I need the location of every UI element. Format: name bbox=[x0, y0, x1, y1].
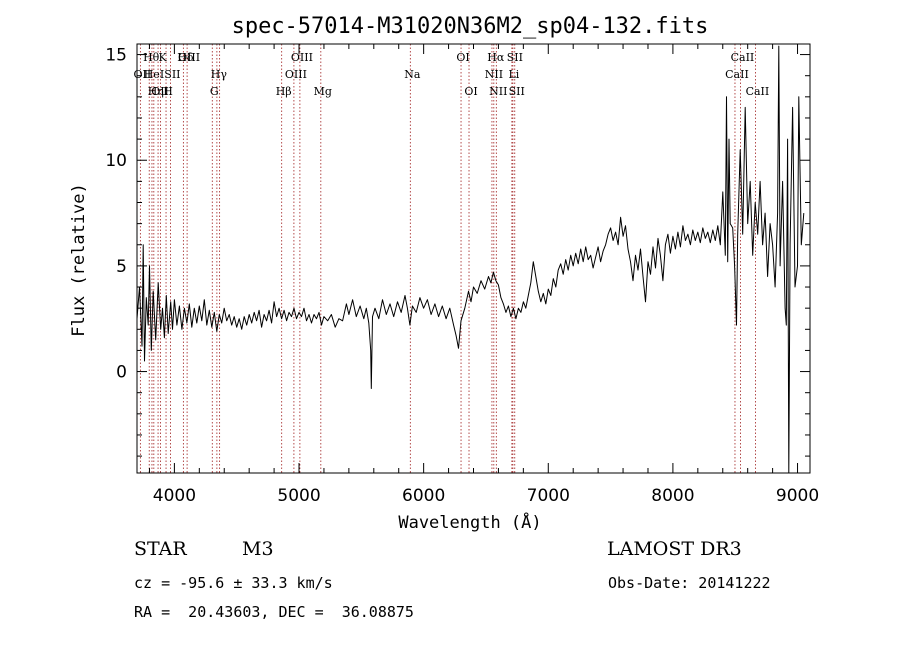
spectral-line-label: CaII bbox=[731, 51, 755, 64]
spectrum-line bbox=[136, 45, 805, 474]
x-tick-label: 5000 bbox=[277, 486, 320, 506]
x-tick-label: 6000 bbox=[402, 486, 445, 506]
spectral-line-label: OII bbox=[134, 68, 152, 81]
spectral-line-label: OIII bbox=[291, 51, 313, 64]
spectral-line-label: Hδ bbox=[177, 51, 194, 64]
chart-title: spec-57014-M31020N36M2_sp04-132.fits bbox=[232, 14, 709, 39]
redshift-text: cz = -95.6 ± 33.3 km/s bbox=[134, 574, 333, 592]
y-axis-ticks: 0 5 10 15 bbox=[105, 46, 810, 457]
y-axis-label: Flux (relative) bbox=[69, 183, 89, 337]
spectral-line-label: OIII bbox=[178, 51, 200, 64]
spectral-line-label: Hθ bbox=[143, 51, 160, 64]
spectral-line-label: HeI bbox=[144, 68, 164, 81]
spectral-line-label: SII bbox=[507, 51, 523, 64]
survey-name: LAMOST DR3 bbox=[607, 538, 742, 560]
spectral-line-label: Hβ bbox=[276, 85, 292, 98]
spectral-line-label: NII bbox=[485, 68, 503, 81]
object-class: STAR bbox=[134, 538, 187, 560]
x-axis-ticks: 4000 5000 6000 7000 8000 9000 bbox=[148, 44, 819, 506]
spectral-line-label: OII bbox=[151, 85, 169, 98]
spectral-line-label: NII bbox=[489, 85, 507, 98]
x-tick-label: 8000 bbox=[651, 486, 694, 506]
coordinates: RA = 20.43603, DEC = 36.08875 bbox=[134, 603, 414, 621]
spectral-line-label: G bbox=[210, 85, 219, 98]
spectral-line-label: OI bbox=[464, 85, 477, 98]
spectral-line-label: Li bbox=[508, 68, 519, 81]
spectral-line-label: SII bbox=[164, 68, 180, 81]
obs-date: Obs-Date: 20141222 bbox=[608, 574, 771, 592]
spectral-line-markers bbox=[139, 44, 756, 473]
spectral-line-label: CaII bbox=[746, 85, 770, 98]
spectral-line-label: CaII bbox=[725, 68, 749, 81]
spectral-line-labels: OIIHθHeIHηOIIKHSIIHδOIIIGHγHβOIIIOIIIMgN… bbox=[134, 51, 770, 98]
x-tick-label: 7000 bbox=[527, 486, 570, 506]
y-tick-label: 15 bbox=[105, 46, 127, 66]
y-tick-label: 0 bbox=[116, 363, 127, 383]
spectral-line-label: Hγ bbox=[211, 68, 228, 81]
spectral-line-label: Hη bbox=[148, 85, 164, 98]
spectral-line-label: Mg bbox=[314, 85, 332, 98]
spectrum-series bbox=[136, 45, 805, 474]
spectral-line-label: Na bbox=[404, 68, 421, 81]
spectral-line-label: H bbox=[163, 85, 173, 98]
y-tick-label: 5 bbox=[116, 257, 127, 277]
spectral-subclass: M3 bbox=[242, 538, 274, 560]
x-tick-label: 9000 bbox=[776, 486, 819, 506]
plot-frame bbox=[136, 43, 811, 474]
x-tick-label: 4000 bbox=[153, 486, 196, 506]
spectral-line-label: OI bbox=[456, 51, 469, 64]
spectral-line-label: SII bbox=[509, 85, 525, 98]
x-axis-label: Wavelength (Å) bbox=[398, 511, 541, 533]
spectral-line-label: OIII bbox=[285, 68, 307, 81]
y-tick-label: 10 bbox=[105, 151, 127, 171]
spectral-line-label: K bbox=[158, 51, 167, 64]
spectral-line-label: Hα bbox=[487, 51, 505, 64]
